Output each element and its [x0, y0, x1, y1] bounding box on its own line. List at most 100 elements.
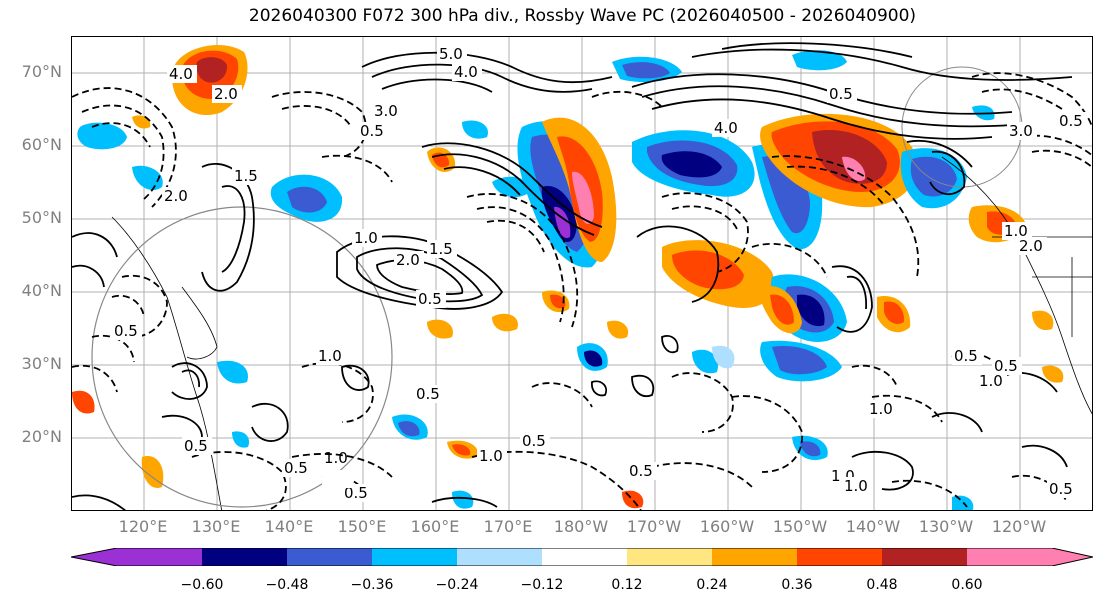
- contour-label-bg: [322, 470, 352, 488]
- contour-label-bg: [212, 85, 242, 103]
- lat-label-40n: 40°N: [21, 281, 62, 300]
- contour-label-bg: [232, 167, 262, 185]
- contour-label-bg: [520, 432, 550, 450]
- colorbar-bin: [542, 548, 627, 566]
- coastlines: [111, 156, 1092, 510]
- lon-label-160e: 160°E: [410, 517, 460, 536]
- colorbar-tick-label: 0.60: [951, 577, 983, 593]
- contour-label-bg: [712, 119, 742, 137]
- colorbar-bin: [457, 548, 542, 566]
- contour-label: 0.5: [360, 122, 384, 140]
- contour-label: 1.0: [479, 447, 503, 465]
- colorbar-bin: [967, 548, 1052, 566]
- contour-label-bg: [477, 447, 507, 465]
- lon-label-160w: 160°W: [699, 517, 755, 536]
- colorbar-bin: [797, 548, 882, 566]
- contour-label-bg: [342, 484, 372, 502]
- contour-label: 0.5: [416, 385, 440, 403]
- colorbar-extend-max: [1052, 548, 1093, 566]
- contour-label: 1.0: [324, 449, 348, 467]
- contour-label: 0.5: [522, 432, 546, 450]
- colorbar-tick-label: 0.12: [611, 577, 643, 593]
- lat-label-70n: 70°N: [21, 62, 62, 81]
- contour-label-bg: [316, 347, 346, 365]
- contour-label: 1.5: [234, 167, 258, 185]
- reference-circle: [91, 206, 393, 508]
- contour-label-bg: [282, 459, 312, 477]
- contour-label: 4.0: [454, 63, 478, 81]
- contour-label: 1.0: [354, 229, 378, 247]
- colorbar-extend-min: [71, 548, 117, 566]
- contour-label: 1.5: [429, 240, 453, 258]
- contour-label: 0.5: [629, 462, 653, 480]
- lon-label-150e: 150°E: [337, 517, 387, 536]
- contour-label: 1.0: [318, 347, 342, 365]
- lon-label-130e: 130°E: [191, 517, 241, 536]
- map-panel: 4.0 5.0 4.0 2.0 3.0 0.5 4.0 1.5 2.0 1.0 …: [71, 36, 1093, 511]
- colorbar-tick-label: −0.48: [265, 577, 309, 593]
- divergence-fill: [72, 44, 1064, 510]
- contour-label: 0.5: [114, 322, 138, 340]
- contour-label: 5.0: [439, 45, 463, 63]
- contour-label-bg: [452, 63, 482, 81]
- contour-label: 1.0: [844, 477, 868, 495]
- colorbar-tick-label: −0.12: [520, 577, 564, 593]
- lon-label-180w: 180°W: [553, 517, 609, 536]
- contour-label: 4.0: [169, 65, 193, 83]
- contour-label: 2.0: [396, 251, 420, 269]
- contour-label: 0.5: [1059, 112, 1083, 130]
- colorbar-tick-label: −0.60: [180, 577, 224, 593]
- contour-label-bg: [372, 102, 402, 120]
- contour-label-bg: [416, 290, 446, 308]
- contour-label-bg: [182, 437, 212, 455]
- lon-label-170w: 170°W: [626, 517, 682, 536]
- contour-label-bg: [437, 45, 467, 63]
- contour-label-bg: [627, 462, 657, 480]
- contour-label: 3.0: [1009, 122, 1033, 140]
- contour-label: 0.5: [954, 347, 978, 365]
- lat-label-30n: 30°N: [21, 354, 62, 373]
- map-canvas: 4.0 5.0 4.0 2.0 3.0 0.5 4.0 1.5 2.0 1.0 …: [72, 37, 1092, 510]
- lon-label-120e: 120°E: [118, 517, 168, 536]
- contour-label-bg: [992, 357, 1022, 375]
- contour-label-bg: [827, 85, 857, 103]
- colorbar-bin: [202, 548, 287, 566]
- colorbar-tick-label: −0.24: [435, 577, 479, 593]
- contour-label: 3.0: [374, 102, 398, 120]
- contour-label-bg: [394, 251, 424, 269]
- lon-label-120w: 120°W: [991, 517, 1047, 536]
- contour-label-bg: [427, 240, 457, 258]
- lat-label-60n: 60°N: [21, 135, 62, 154]
- contour-labels: 4.0 5.0 4.0 2.0 3.0 0.5 4.0 1.5 2.0 1.0 …: [112, 45, 1087, 502]
- contour-label: 2.0: [214, 85, 238, 103]
- lat-label-50n: 50°N: [21, 208, 62, 227]
- contour-label-bg: [414, 385, 444, 403]
- contour-label-bg: [1017, 237, 1047, 255]
- contour-label: 0.5: [1049, 480, 1073, 498]
- colorbar-bin: [372, 548, 457, 566]
- contour-label: 1.0: [979, 372, 1003, 390]
- solid-contours: [72, 42, 1073, 510]
- lon-label-170e: 170°E: [483, 517, 533, 536]
- colorbar-bin: [627, 548, 712, 566]
- colorbar-tick-label: −0.36: [350, 577, 394, 593]
- contour-label-bg: [352, 229, 382, 247]
- colorbar-bin: [117, 548, 202, 566]
- contour-label-bg: [1002, 222, 1032, 240]
- contour-label: 0.5: [829, 85, 853, 103]
- contour-label: 0.5: [184, 437, 208, 455]
- contour-label-bg: [867, 400, 897, 418]
- contour-label-bg: [358, 122, 388, 140]
- colorbar-bin: [882, 548, 967, 566]
- contour-label-bg: [1047, 480, 1077, 498]
- contour-label-bg: [112, 322, 142, 340]
- contour-label: 0.5: [284, 459, 308, 477]
- lon-label-140w: 140°W: [845, 517, 901, 536]
- lon-label-130w: 130°W: [918, 517, 974, 536]
- contour-label-bg: [167, 65, 197, 83]
- contour-label-bg: [1057, 112, 1087, 130]
- lat-label-20n: 20°N: [21, 427, 62, 446]
- lon-label-150w: 150°W: [772, 517, 828, 536]
- contour-label-bg: [842, 477, 872, 495]
- contour-label: 1.0: [869, 400, 893, 418]
